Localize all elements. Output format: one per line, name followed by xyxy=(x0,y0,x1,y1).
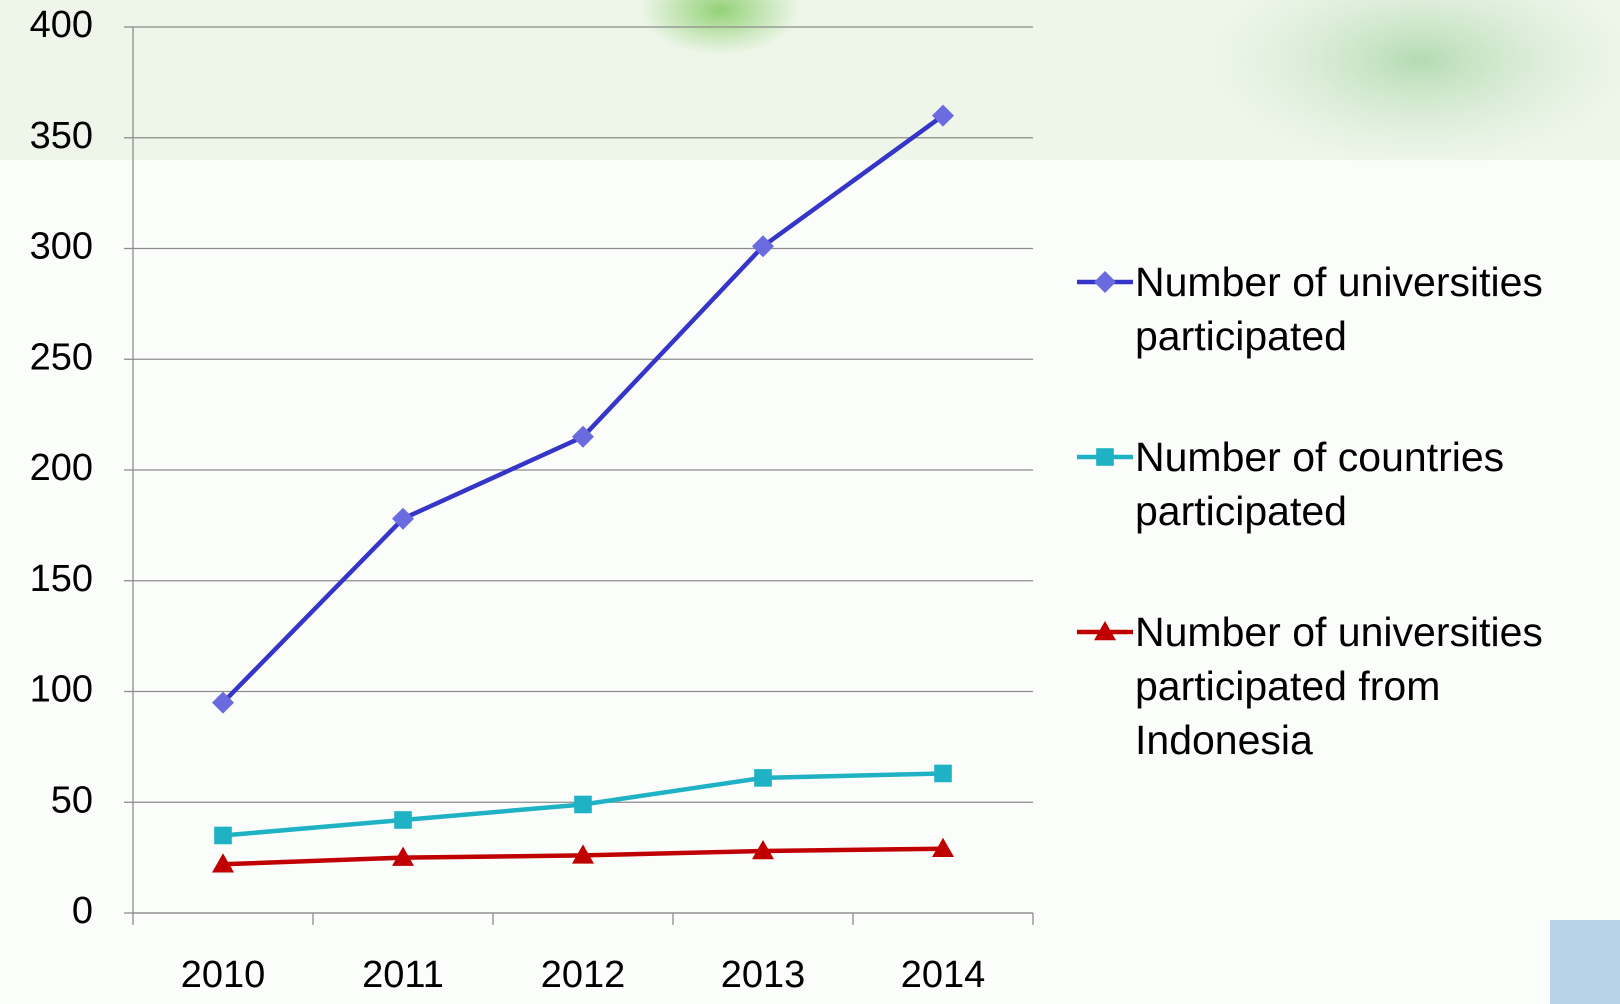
marker xyxy=(212,691,234,714)
marker xyxy=(394,811,412,829)
y-tick-label: 250 xyxy=(30,336,93,378)
y-tick-label: 400 xyxy=(30,4,93,46)
y-tick-label: 300 xyxy=(30,226,93,268)
building-icon xyxy=(1550,920,1620,1004)
y-tick-label: 0 xyxy=(72,890,93,932)
x-tick-label: 2014 xyxy=(901,954,986,996)
legend-label: Number of universities participated xyxy=(1135,259,1543,359)
x-tick-label: 2013 xyxy=(721,954,806,996)
marker xyxy=(572,425,594,448)
marker xyxy=(572,844,594,864)
y-tick-label: 350 xyxy=(30,115,93,157)
series-line xyxy=(221,113,945,705)
x-tick-label: 2011 xyxy=(362,954,444,996)
x-tick-label: 2012 xyxy=(541,954,626,996)
marker xyxy=(752,235,774,258)
marker xyxy=(754,769,772,787)
y-tick-label: 50 xyxy=(51,779,93,821)
y-tick-label: 150 xyxy=(30,558,93,600)
legend-swatch xyxy=(1077,448,1133,466)
marker xyxy=(932,837,954,858)
marker xyxy=(392,507,414,530)
marker xyxy=(392,846,414,866)
legend-label: Number of countries participated xyxy=(1135,434,1505,534)
x-tick-label: 2010 xyxy=(181,954,266,996)
background-blob xyxy=(1200,0,1620,170)
marker xyxy=(1094,621,1116,641)
marker xyxy=(1096,448,1114,466)
marker xyxy=(752,839,774,860)
legend-swatch xyxy=(1077,621,1133,641)
y-tick-label: 200 xyxy=(30,447,93,489)
marker xyxy=(932,104,954,127)
marker xyxy=(214,826,232,845)
legend-item: Number of countries participated xyxy=(1075,430,1615,538)
legend-swatch xyxy=(1077,271,1133,293)
legend-item: Number of universities participated xyxy=(1075,255,1615,363)
y-tick-label: 100 xyxy=(30,669,93,711)
legend-item: Number of universities participated from… xyxy=(1075,605,1615,767)
marker xyxy=(212,853,234,873)
marker xyxy=(1094,271,1116,293)
marker xyxy=(574,795,592,814)
marker xyxy=(934,764,952,783)
legend-label: Number of universities participated from… xyxy=(1135,609,1543,763)
